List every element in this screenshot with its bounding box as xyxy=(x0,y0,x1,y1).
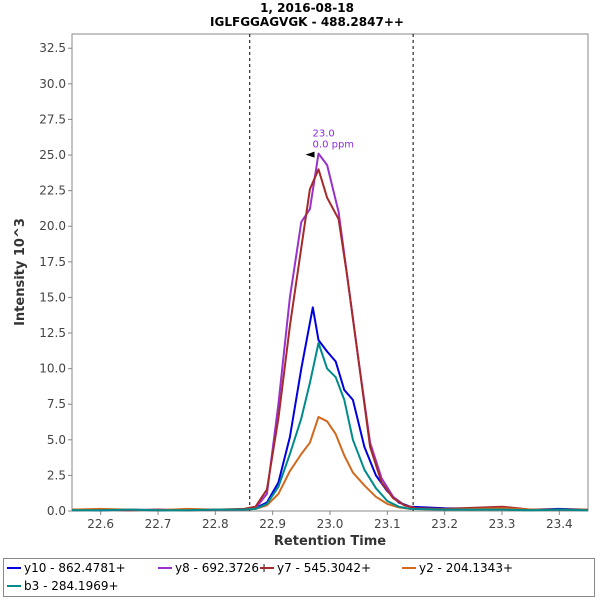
y-tick-label: 25.0 xyxy=(39,148,66,162)
legend-label: y10 - 862.4781+ xyxy=(24,561,126,575)
x-axis-label: Retention Time xyxy=(274,534,386,549)
legend-item: y2 - 204.1343+ xyxy=(402,561,513,577)
x-axis: 22.6 22.7 22.8 22.9 23.0 23.1 23.2 23.3 23.4 xyxy=(87,511,573,531)
y-tick-label: 15.0 xyxy=(39,290,66,304)
peak-marker-arrow xyxy=(305,151,315,158)
x-tick-label: 23.1 xyxy=(374,517,401,531)
y-axis-label: Intensity 10^3 xyxy=(13,218,28,326)
peak-rt-label: 23.0 xyxy=(313,129,335,140)
y-tick-label: 5.0 xyxy=(47,433,66,447)
y-tick-label: 10.0 xyxy=(39,362,66,376)
y-tick-label: 0.0 xyxy=(47,504,66,518)
y-tick-label: 20.0 xyxy=(39,219,66,233)
y-tick-label: 22.5 xyxy=(39,184,66,198)
x-tick-label: 22.9 xyxy=(259,517,286,531)
y-tick-label: 32.5 xyxy=(39,41,66,55)
legend-item: y8 - 692.3726+ xyxy=(158,561,269,577)
peak-ppm-label: 0.0 ppm xyxy=(313,140,355,151)
chart-title: 1, 2016-08-18 xyxy=(260,1,354,15)
x-tick-label: 23.4 xyxy=(546,517,573,531)
legend: y10 - 862.4781+ y8 - 692.3726+ y7 - 545.30… xyxy=(3,558,595,597)
y-tick-label: 12.5 xyxy=(39,326,66,340)
legend-item: b3 - 284.1969+ xyxy=(7,579,119,595)
series-line xyxy=(72,342,589,512)
y-tick-label: 27.5 xyxy=(39,112,66,126)
x-tick-label: 22.7 xyxy=(145,517,172,531)
y-tick-label: 2.5 xyxy=(47,468,66,482)
plot-area xyxy=(71,33,589,512)
y-tick-label: 7.5 xyxy=(47,397,66,411)
legend-item: y10 - 862.4781+ xyxy=(7,561,126,577)
legend-swatch xyxy=(402,566,416,569)
chart-subtitle: IGLFGGAGVGK - 488.2847++ xyxy=(210,15,404,29)
legend-label: b3 - 284.1969+ xyxy=(24,579,119,593)
y-tick-label: 17.5 xyxy=(39,255,66,269)
peak-annotation: 23.00.0 ppm xyxy=(305,129,355,158)
legend-item: y7 - 545.3042+ xyxy=(260,561,371,577)
legend-swatch xyxy=(158,566,172,569)
y-tick-label: 30.0 xyxy=(39,77,66,91)
x-tick-label: 22.8 xyxy=(202,517,229,531)
y-axis: 0.0 2.5 5.0 7.5 10.0 12.5 15.0 17.5 20.0 22.5 25.0… xyxy=(39,41,72,518)
legend-swatch xyxy=(7,584,21,587)
x-tick-label: 23.2 xyxy=(431,517,458,531)
legend-swatch xyxy=(260,566,274,569)
x-tick-label: 22.6 xyxy=(87,517,114,531)
series-layer xyxy=(71,152,589,512)
legend-label: y2 - 204.1343+ xyxy=(419,561,514,575)
legend-label: y8 - 692.3726+ xyxy=(175,561,270,575)
integration-boundaries xyxy=(249,34,414,511)
x-tick-label: 23.0 xyxy=(317,517,344,531)
legend-swatch xyxy=(7,566,21,569)
x-tick-label: 23.3 xyxy=(489,517,516,531)
legend-label: y7 - 545.3042+ xyxy=(277,561,372,575)
